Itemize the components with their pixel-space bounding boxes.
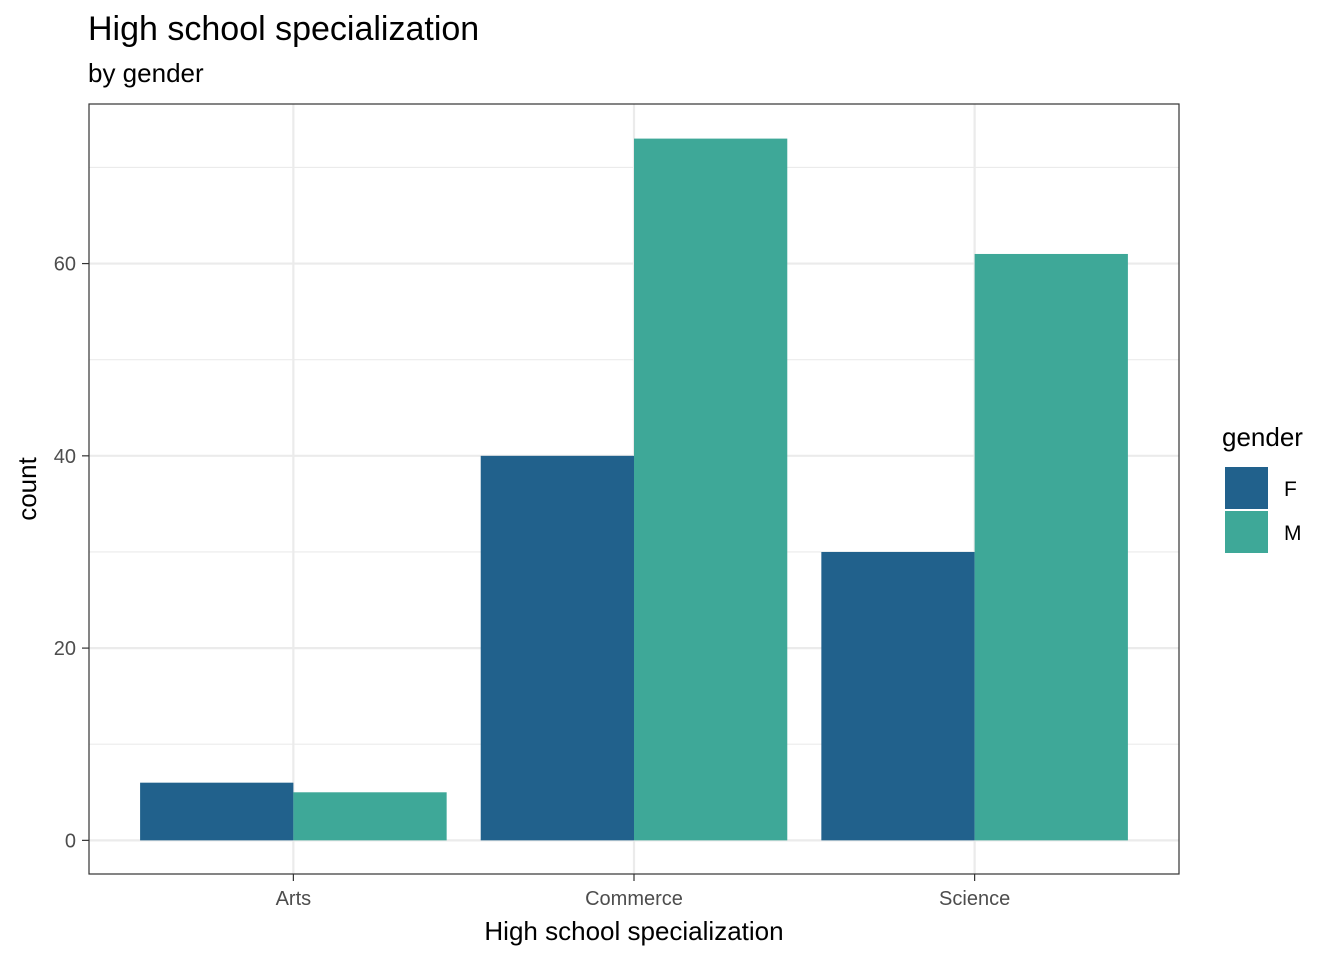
- bar-M-science: [974, 253, 1128, 841]
- y-axis: 0 20 40 60: [54, 254, 89, 852]
- x-axis: Arts Commerce Science: [276, 874, 1010, 910]
- y-tick-label: 40: [54, 446, 76, 468]
- legend-key-F: [1225, 467, 1268, 509]
- legend-key-M: [1225, 511, 1268, 553]
- bars: [140, 138, 1128, 841]
- bar-M-commerce: [634, 138, 788, 841]
- y-tick-label: 60: [54, 254, 76, 276]
- x-tick-label-commerce: Commerce: [585, 888, 683, 910]
- plot-area: [88, 103, 1180, 875]
- x-axis-title: High school specialization: [484, 916, 783, 946]
- y-tick-label: 20: [54, 638, 76, 660]
- y-axis-title: count: [12, 456, 42, 520]
- bar-M-arts: [293, 792, 447, 841]
- bar-F-science: [821, 551, 975, 841]
- chart-subtitle: by gender: [88, 58, 204, 88]
- legend-title: gender: [1222, 422, 1303, 452]
- y-tick-label: 0: [65, 830, 76, 852]
- bar-F-arts: [140, 782, 294, 841]
- x-tick-label-science: Science: [939, 888, 1010, 910]
- chart-title: High school specialization: [88, 10, 479, 48]
- bar-F-commerce: [480, 455, 634, 841]
- x-tick-label-arts: Arts: [276, 888, 312, 910]
- legend-label-M: M: [1284, 522, 1302, 545]
- legend: gender FM: [1222, 422, 1303, 553]
- legend-label-F: F: [1284, 478, 1297, 501]
